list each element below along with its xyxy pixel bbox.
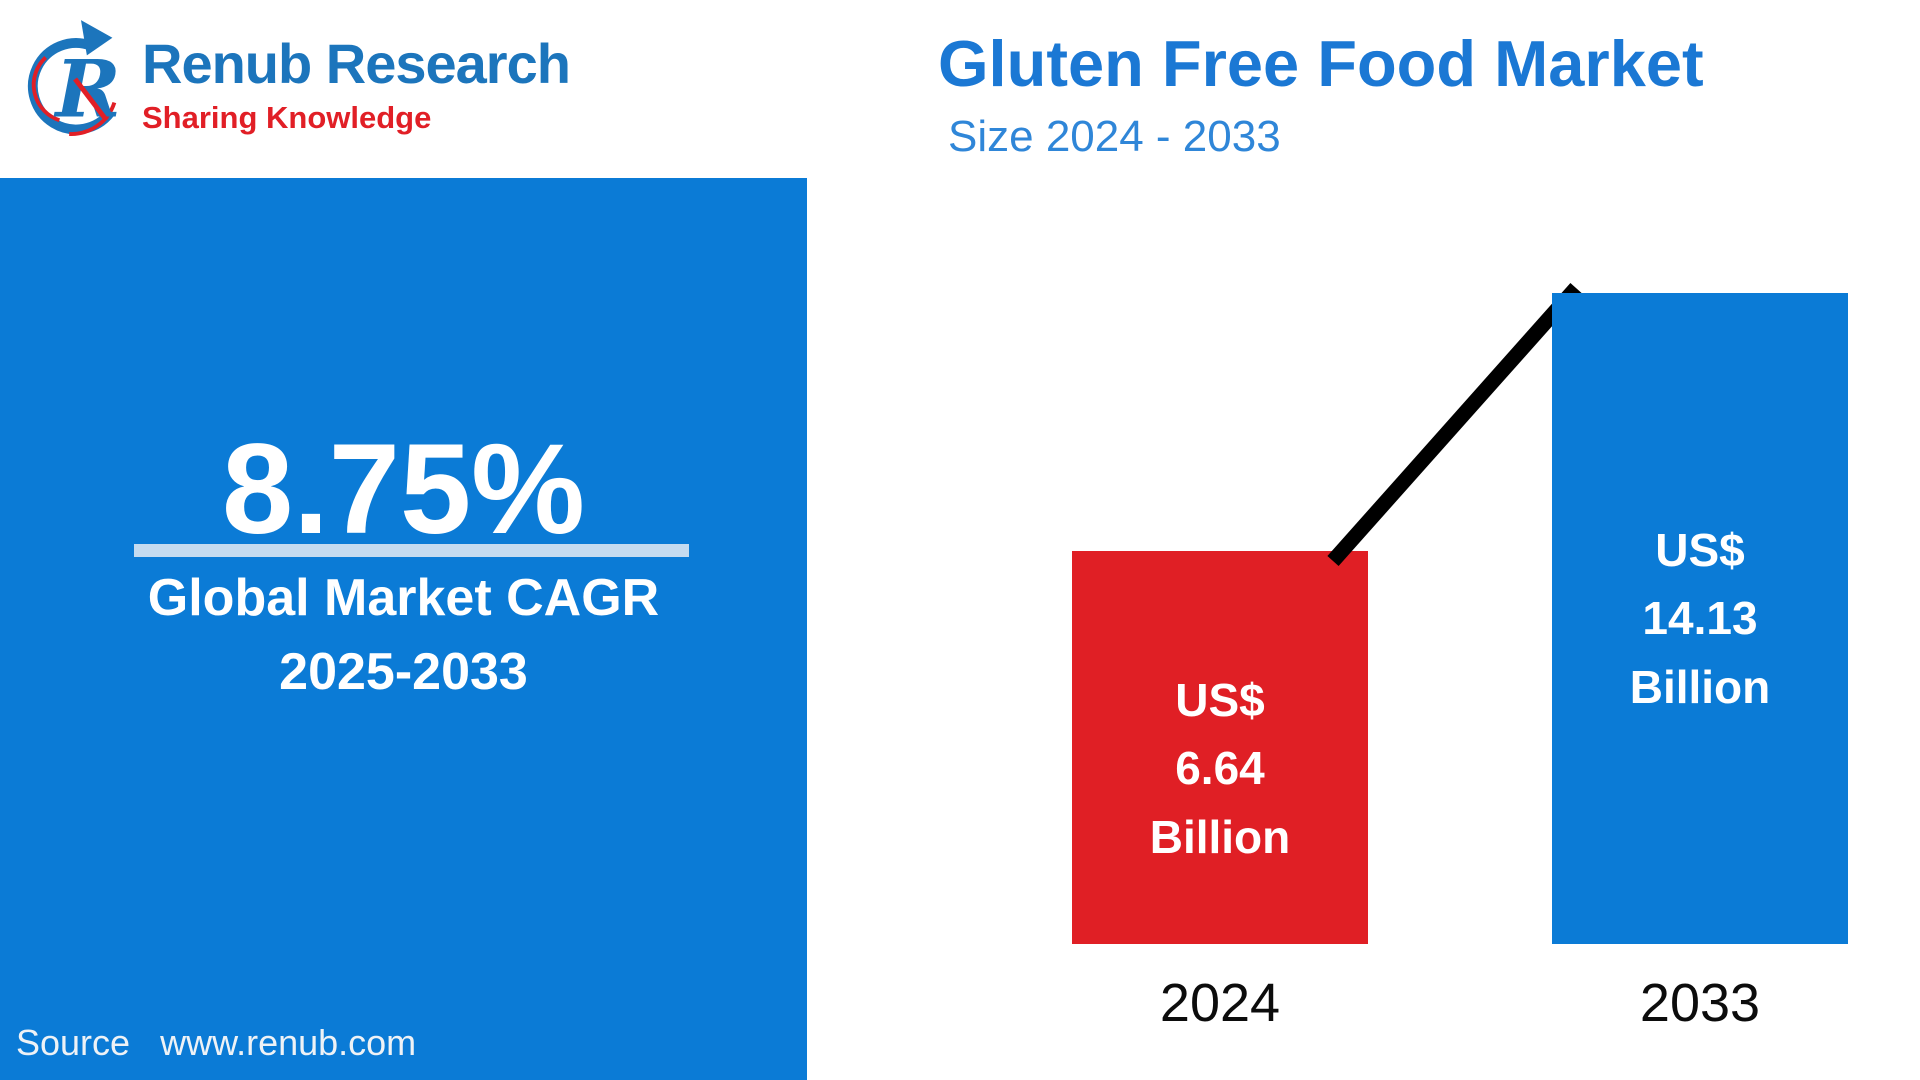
bar-2024-value-label: US$ 6.64 Billion (1149, 674, 1291, 863)
cagr-value: 8.75% (222, 418, 585, 561)
bar-2024: US$ 6.64 Billion (1072, 551, 1368, 944)
logo-tagline: Sharing Knowledge (142, 100, 432, 135)
bar-2033: US$ 14.13 Billion (1552, 293, 1848, 944)
renub-logo-icon: R (27, 20, 121, 136)
page-title: Gluten Free Food Market (938, 27, 1704, 100)
axis-label-2024: 2024 (1159, 973, 1281, 1033)
cagr-label-line1: Global Market CAGR (147, 569, 660, 627)
logo: R Renub Research Sharing Knowledge (26, 10, 571, 148)
source-url[interactable]: www.renub.com (160, 1022, 417, 1063)
logo-company-name: Renub Research (142, 32, 571, 95)
cagr-divider (134, 544, 689, 557)
source-label: Source (16, 1022, 131, 1063)
axis-label-2033: 2033 (1639, 973, 1761, 1033)
page-subtitle: Size 2024 - 2033 (948, 112, 1281, 161)
logo-text: Renub Research Sharing Knowledge (142, 10, 571, 136)
svg-text:R: R (53, 42, 120, 135)
source-row: Source www.renub.com (16, 1022, 416, 1064)
cagr-panel: 8.75% Global Market CAGR 2025-2033 Sourc… (0, 178, 807, 1080)
cagr-label-line2: 2025-2033 (279, 643, 528, 701)
bar-2033-value-label: US$ 14.13 Billion (1629, 524, 1771, 713)
